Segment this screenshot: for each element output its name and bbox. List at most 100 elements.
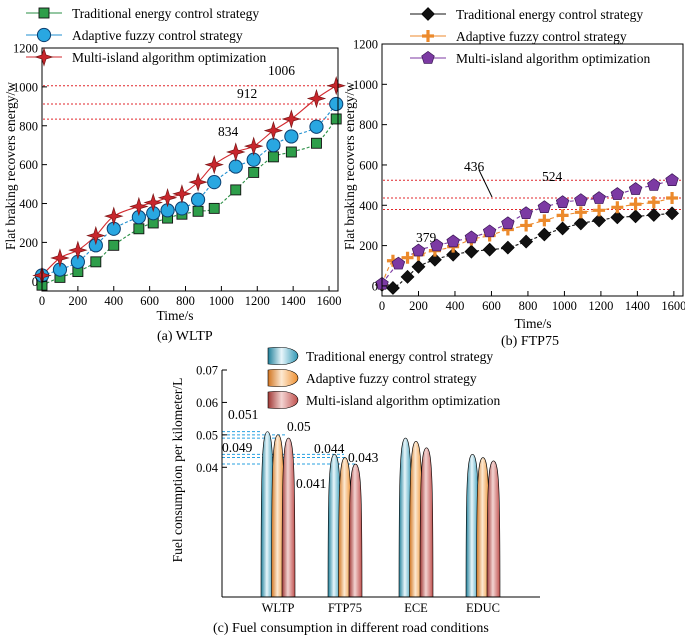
- panel-a-y-label: Flat braking recovers energy/w: [3, 82, 18, 250]
- panel-a-x-tick-1000: 1000: [209, 294, 234, 308]
- panel-b-y-tick-600: 600: [359, 158, 378, 172]
- panel-a-annotation-1006: 1006: [268, 63, 295, 78]
- panel-c-legend-label-2: Adaptive fuzzy control strategy: [306, 371, 477, 386]
- panel-b-series-3-point-17: [665, 173, 679, 186]
- panel-b-series-2-point-17: [647, 196, 660, 209]
- panel-c-x-tick-EDUC: EDUC: [466, 601, 500, 615]
- panel-b-series-1-point-3: [400, 269, 415, 284]
- panel-b-legend-marker-2: [422, 30, 434, 42]
- panel-b-series-3-point-15: [628, 182, 643, 195]
- panel-a-x-tick-400: 400: [104, 294, 123, 308]
- panel-a-series-3-point-15: [281, 109, 302, 129]
- panel-b-x-tick-200: 200: [409, 299, 428, 313]
- panel-c-x-tick-FTP75: FTP75: [328, 601, 362, 615]
- panel-b-x-tick-1000: 1000: [552, 299, 577, 313]
- panel-a-x-tick-1400: 1400: [281, 294, 306, 308]
- panel-b-series-3-point-10: [537, 200, 552, 213]
- panel-a-series-3-point-6: [129, 196, 149, 217]
- panel-a-x-tick-1200: 1200: [245, 294, 270, 308]
- panel-a-x-tick-200: 200: [69, 294, 88, 308]
- panel-a-y-tick-1000: 1000: [13, 80, 38, 94]
- panel-a-legend: Traditional energy control strategy Adapt…: [26, 6, 266, 67]
- panel-b-annotation-524: 524: [542, 169, 563, 184]
- panel-b-series-3-point-8: [501, 216, 515, 230]
- panel-b-series-3-point-5: [446, 234, 460, 248]
- panel-c-y-tick-0.07: 0.07: [196, 364, 218, 378]
- panel-b-series-2-point-18: [666, 192, 679, 205]
- panel-b-series-1-point-10: [519, 234, 534, 249]
- panel-a-x-tick-800: 800: [176, 294, 195, 308]
- panel-a-legend-label-1: Traditional energy control strategy: [72, 6, 259, 21]
- panel-b-series-2-point-12: [556, 209, 569, 222]
- panel-b-series-1-point-17: [646, 208, 661, 222]
- panel-b-legend: Traditional energy control strategy Adapt…: [410, 7, 650, 66]
- panel-b-series-3-point-6: [464, 230, 479, 244]
- panel-b-series-2-point-14: [593, 204, 606, 217]
- panel-a-series-1-point-4: [90, 256, 102, 268]
- panel-b-x-tick-0: 0: [379, 299, 385, 313]
- panel-b-series-2-point-16: [629, 198, 642, 211]
- panel-b-annotation-436: 436: [464, 159, 485, 174]
- panel-b-series-2-point-15: [611, 201, 624, 214]
- panel-b-x-tick-1600: 1600: [661, 299, 685, 313]
- panel-a-series-1-point-5: [108, 239, 120, 251]
- panel-c-bar-ECE-series-3: [419, 447, 434, 598]
- panel-b-x-tick-1200: 1200: [588, 299, 613, 313]
- panel-b-x-tick-800: 800: [519, 299, 538, 313]
- panel-a-series-2-point-15: [284, 129, 299, 144]
- panel-a-series-3-point-16: [306, 88, 327, 109]
- panel-b-series-3-point-7: [482, 224, 497, 238]
- panel-a-series-3-point-17: [326, 76, 346, 96]
- panel-b-series-1-point-5: [427, 252, 442, 267]
- panel-a-series-2-point-16: [309, 119, 324, 134]
- panel-c-annotation-0.044: 0.044: [314, 441, 345, 456]
- panel-b-series-3-point-3: [411, 243, 426, 257]
- panel-c-legend-swatch-2: [267, 369, 299, 387]
- panel-b-series-3-point-14: [610, 187, 625, 200]
- panel-b-series-1-point-16: [628, 209, 643, 224]
- panel-c-annotation-0.05: 0.05: [287, 419, 311, 434]
- panel-b-series-2-point-11: [538, 214, 551, 227]
- panel-b-series-1-point-18: [665, 206, 679, 221]
- panel-c-y-label: Fuel consumption per kilometer/L: [170, 378, 185, 563]
- panel-a-series-3-point-9: [172, 184, 192, 204]
- panel-a-series-3-point-2: [50, 248, 70, 268]
- panel-c-annotation-0.051: 0.051: [228, 407, 258, 422]
- panel-c-legend-swatch-3: [267, 391, 299, 409]
- panel-a-x-tick-0: 0: [39, 294, 45, 308]
- panel-c-legend-label-3: Multi-island algorithm optimization: [306, 393, 500, 408]
- panel-b-series-1-point-4: [411, 259, 426, 274]
- panel-a-series-2-point-17: [329, 96, 344, 112]
- panel-b-series-3-point-4: [430, 238, 444, 252]
- panel-b-series-3-point-12: [574, 193, 588, 206]
- panel-b-y-tick-400: 400: [359, 199, 378, 213]
- panel-c-bar-FTP75-series-3: [348, 463, 363, 598]
- panel-a-series-3-point-10: [188, 172, 208, 192]
- panel-b-series-3-point-13: [592, 191, 606, 204]
- panel-b-series-2-point-3: [401, 251, 414, 264]
- panel-b-series-2-point-10: [520, 219, 533, 232]
- panel-b-legend-marker-1: [421, 7, 435, 21]
- panel-a-plot-frame: [41, 47, 339, 292]
- panel-b-series-2-point-13: [574, 206, 587, 219]
- panel-b-plot-frame: [381, 43, 684, 297]
- panel-b-y-tick-1200: 1200: [353, 38, 378, 52]
- panel-a-series-3-point-13: [243, 136, 264, 156]
- panel-b-series-1-point-12: [555, 221, 570, 236]
- panel-b-y-tick-0: 0: [372, 279, 378, 293]
- panel-b-series-3-point-11: [555, 195, 570, 208]
- panel-a-series-3-point-14: [263, 120, 284, 141]
- panel-a-legend-label-2: Adaptive fuzzy control strategy: [72, 28, 243, 43]
- panel-b-series-1-point-13: [573, 216, 588, 231]
- panel-a-annotation-912: 912: [237, 86, 257, 101]
- panel-b-annotation-379: 379: [416, 230, 437, 245]
- panel-c-annotation-0.043: 0.043: [348, 450, 379, 465]
- panel-c-bar-EDUC-series-3: [486, 460, 501, 598]
- panel-a-series-1-point-16: [311, 137, 322, 149]
- panel-b-ftp75: 0 200 400 600 800 1000 1200 1400 1600 0 200 400 600 8…: [342, 7, 685, 349]
- panel-a-y-tick-0: 0: [32, 275, 38, 289]
- panel-a-series-2-point-9: [174, 201, 190, 216]
- panel-a-series-3-point-11: [204, 154, 224, 175]
- panel-a-y-tick-600: 600: [19, 158, 38, 172]
